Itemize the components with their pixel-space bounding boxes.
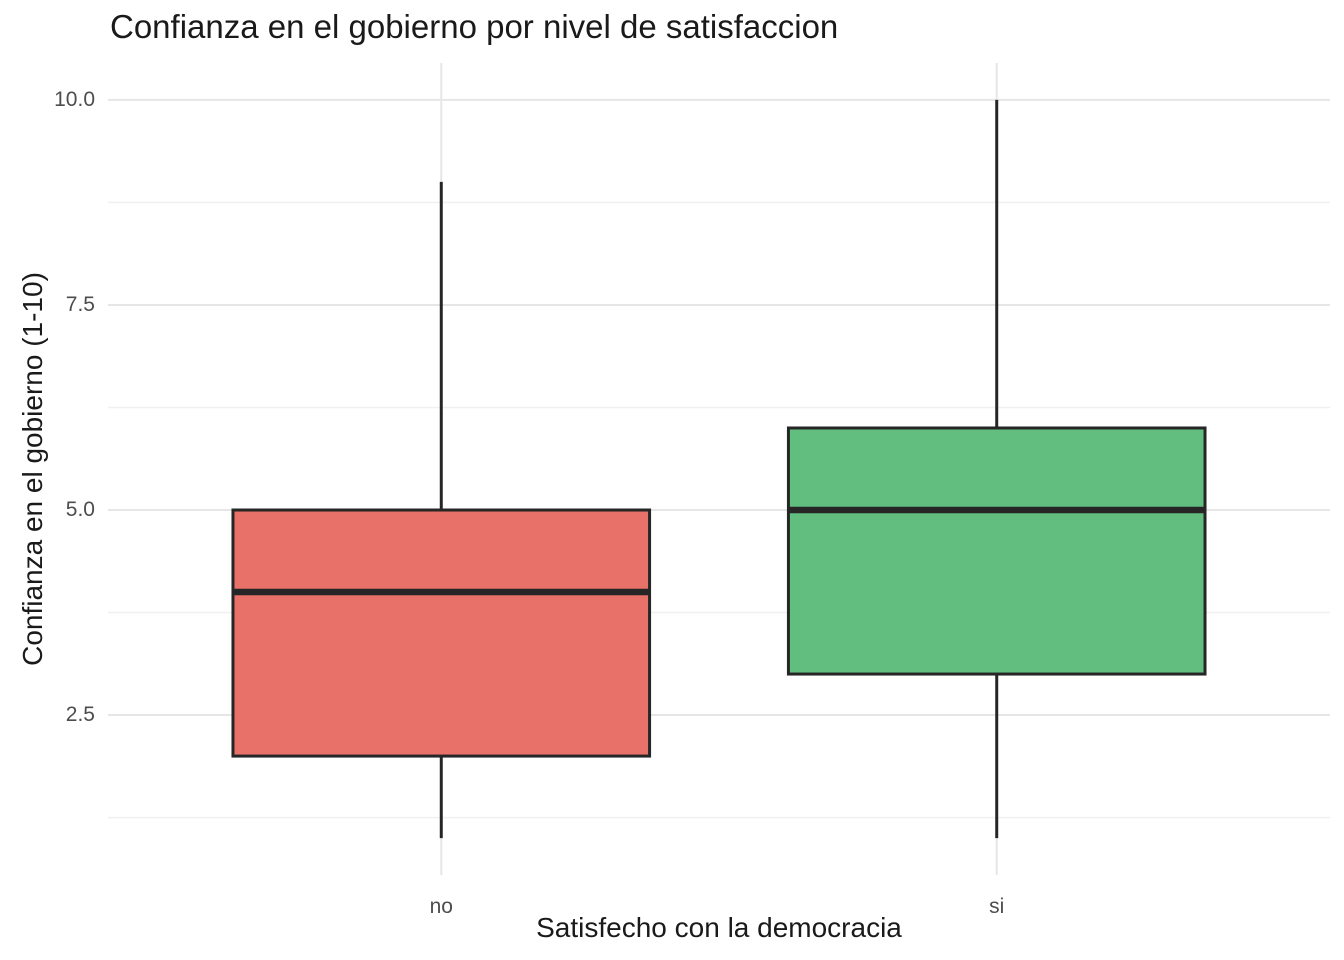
y-axis-title: Confianza en el gobierno (1-10) (17, 272, 48, 666)
y-tick-label-2-5: 2.5 (65, 703, 95, 727)
box-si (786, 426, 1207, 676)
y-tick-label-10-0: 10.0 (54, 87, 95, 111)
x-axis-title: Satisfecho con la democracia (536, 912, 902, 943)
chart-title: Confianza en el gobierno por nivel de sa… (110, 8, 839, 45)
x-tick-label-si: si (989, 895, 1005, 918)
y-tick-label-7-5: 7.5 (65, 292, 95, 316)
box-no (231, 508, 652, 758)
x-tick-label-no: no (429, 895, 453, 918)
y-tick-label-5-0: 5.0 (65, 498, 95, 521)
